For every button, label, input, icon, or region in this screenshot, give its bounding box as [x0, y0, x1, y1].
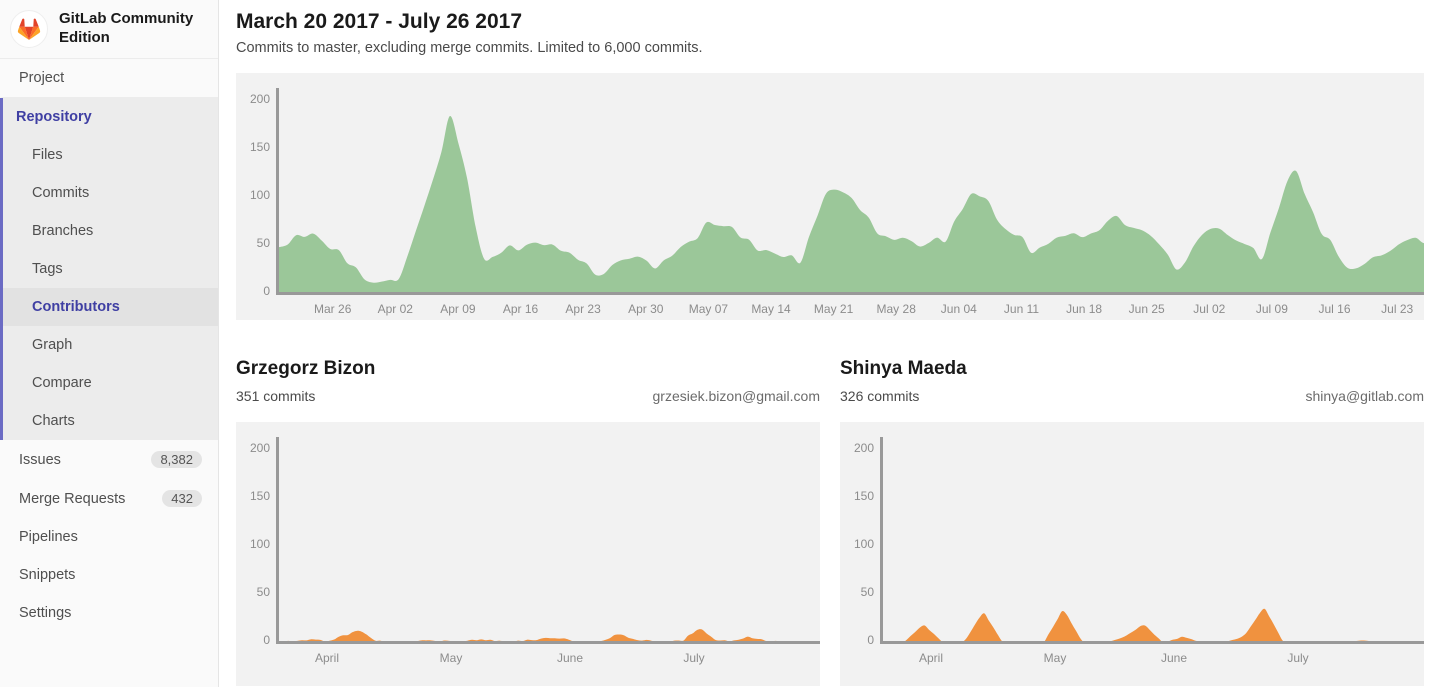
svg-text:Apr 02: Apr 02 [378, 302, 414, 316]
svg-text:May 14: May 14 [751, 302, 791, 316]
svg-text:150: 150 [250, 489, 270, 503]
svg-text:Mar 26: Mar 26 [314, 302, 352, 316]
svg-text:Apr 23: Apr 23 [565, 302, 601, 316]
svg-text:April: April [315, 651, 339, 665]
svg-text:150: 150 [250, 140, 270, 154]
svg-text:May 07: May 07 [689, 302, 729, 316]
svg-text:May 28: May 28 [877, 302, 917, 316]
svg-text:Apr 09: Apr 09 [440, 302, 476, 316]
svg-text:May: May [1044, 651, 1067, 665]
svg-text:100: 100 [854, 537, 874, 551]
svg-text:0: 0 [263, 284, 270, 298]
svg-text:200: 200 [250, 441, 270, 455]
svg-text:July: July [1287, 651, 1308, 665]
svg-text:150: 150 [854, 489, 874, 503]
svg-text:Jun 18: Jun 18 [1066, 302, 1102, 316]
svg-text:Jul 23: Jul 23 [1381, 302, 1413, 316]
svg-text:200: 200 [854, 441, 874, 455]
svg-text:Jul 02: Jul 02 [1193, 302, 1225, 316]
svg-text:Jun 11: Jun 11 [1004, 302, 1039, 316]
svg-text:100: 100 [250, 537, 270, 551]
svg-text:100: 100 [250, 188, 270, 202]
svg-text:May: May [440, 651, 463, 665]
svg-text:200: 200 [250, 92, 270, 106]
svg-text:Jul 16: Jul 16 [1318, 302, 1350, 316]
svg-text:50: 50 [257, 236, 271, 250]
svg-text:June: June [557, 651, 583, 665]
svg-text:July: July [683, 651, 704, 665]
svg-text:50: 50 [861, 585, 875, 599]
svg-text:0: 0 [263, 633, 270, 647]
svg-text:Jun 04: Jun 04 [941, 302, 977, 316]
svg-text:Apr 30: Apr 30 [628, 302, 664, 316]
svg-text:Apr 16: Apr 16 [503, 302, 539, 316]
svg-text:May 21: May 21 [814, 302, 854, 316]
svg-text:April: April [919, 651, 943, 665]
svg-text:0: 0 [867, 633, 874, 647]
svg-text:50: 50 [257, 585, 271, 599]
svg-text:Jul 09: Jul 09 [1256, 302, 1288, 316]
svg-text:Jun 25: Jun 25 [1129, 302, 1165, 316]
svg-text:June: June [1161, 651, 1187, 665]
